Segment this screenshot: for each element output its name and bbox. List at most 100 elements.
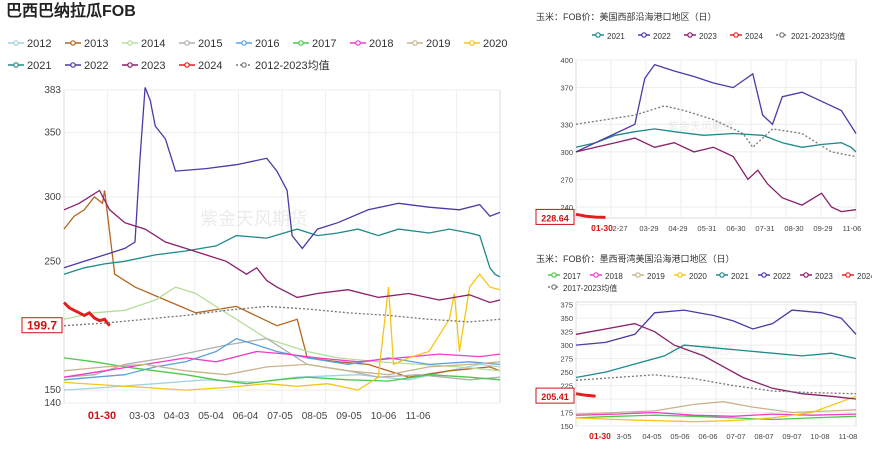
y-tick-label: 225 [560, 382, 573, 391]
y-tick-label: 175 [560, 409, 573, 418]
series-line-avg [575, 374, 857, 395]
x-tick-label: 05-06 [670, 432, 689, 441]
current-value-label: 228.64 [541, 213, 569, 223]
x-tick-label: 10-08 [810, 432, 829, 441]
series-line-2021 [575, 344, 857, 379]
legend-label-2024: 2024 [857, 272, 872, 281]
legend-label-2014: 2014 [141, 38, 165, 50]
legend-label-2021: 2021 [607, 32, 625, 41]
y-tick-label: 300 [560, 341, 573, 350]
y-tick-label: 140 [44, 398, 61, 409]
series-line-2023 [63, 189, 501, 304]
y-tick-label: 250 [560, 368, 573, 377]
legend-item-avg: 2017-2023均值 [548, 283, 617, 293]
series-line-2012 [63, 363, 501, 391]
x-tick-label: 11-08 [839, 432, 858, 441]
legend-label-2023: 2023 [699, 32, 717, 41]
x-tick-label: 04-03 [164, 411, 190, 422]
legend-item-2019: 2019 [632, 272, 665, 281]
current-value-box [535, 208, 575, 225]
legend-label-2021: 2021 [27, 60, 51, 72]
current-date-label: 01-30 [88, 410, 116, 422]
x-tick-label: 11-06 [406, 411, 431, 422]
legend-label-2023: 2023 [815, 272, 833, 281]
series-line-2015 [63, 337, 501, 381]
legend-item-2023: 2023 [684, 32, 717, 41]
x-tick-label: 06-30 [726, 224, 745, 233]
current-value-label: 199.7 [27, 319, 57, 333]
legend-label-avg: 2012-2023均值 [255, 59, 330, 72]
x-tick-label: 05-31 [697, 224, 716, 233]
legend-label-2018: 2018 [605, 272, 623, 281]
legend-marker-2018 [593, 272, 599, 278]
legend-marker-2020 [677, 272, 683, 278]
legend-marker-2024 [845, 272, 851, 278]
legend-item-2021: 2021 [8, 60, 51, 72]
x-tick-label: 05-04 [198, 411, 224, 422]
legend-marker-2023 [687, 32, 693, 38]
watermark: 紫金天风期货 [668, 119, 734, 133]
y-tick-label: 150 [44, 385, 61, 396]
legend-label-2018: 2018 [369, 38, 393, 50]
series-line-2019 [63, 361, 501, 376]
y-tick-label: 250 [44, 256, 61, 267]
y-tick-label: 370 [560, 84, 573, 93]
y-tick-label: 275 [560, 355, 573, 364]
series-line-2020 [63, 273, 501, 391]
legend-marker-2021 [719, 272, 725, 278]
legend-item-2022: 2022 [638, 32, 671, 41]
watermark: 紫金天风期货 [200, 209, 308, 229]
x-tick-label: 06-06 [698, 432, 717, 441]
legend-marker-avg [241, 62, 247, 68]
legend-marker-2013 [70, 40, 76, 46]
legend-item-2022: 2022 [758, 272, 791, 281]
legend-marker-2024 [184, 62, 190, 68]
legend-item-2024: 2024 [179, 60, 222, 72]
x-tick-label: 04-29 [668, 224, 687, 233]
chart-svg-right-top: 玉米：FOB价：美国西部沿海港口地区（日） 2021 2022 2023 2024 202… [535, 11, 861, 233]
legend-item-2013: 2013 [65, 38, 108, 50]
series-line-2023 [575, 137, 857, 213]
legend-label-2022: 2022 [773, 272, 791, 281]
series-line-2021 [575, 128, 857, 153]
series-line-avg [63, 305, 501, 327]
legend-marker-2022 [641, 32, 647, 38]
legend-label-2016: 2016 [255, 38, 279, 50]
y-tick-label: 350 [44, 128, 61, 139]
series-line-2013 [63, 190, 501, 378]
y-tick-label: 375 [560, 301, 573, 310]
legend-marker-2015 [184, 40, 190, 46]
legend-item-2024: 2024 [842, 272, 872, 281]
legend-marker-2019 [412, 40, 418, 46]
y-tick-label: 300 [560, 148, 573, 157]
legend-label-2019: 2019 [647, 272, 665, 281]
legend-marker-2023 [127, 62, 133, 68]
legend-marker-2021 [13, 62, 19, 68]
series-line-2019 [575, 401, 857, 415]
legend-item-2018: 2018 [350, 38, 393, 50]
legend-item-2020: 2020 [674, 272, 707, 281]
y-tick-label: 270 [560, 175, 573, 184]
series-line-2021 [63, 228, 501, 278]
legend-item-2023: 2023 [122, 60, 165, 72]
chart-title: 玉米：FOB价：墨西哥湾美国沿海港口地区（日） [536, 253, 735, 264]
legend-marker-2014 [127, 40, 133, 46]
legend-label-2024: 2024 [745, 32, 763, 41]
y-tick-label: 383 [44, 85, 61, 96]
series-line-2020 [575, 395, 857, 423]
legend-label-2022: 2022 [84, 60, 108, 72]
x-tick-label: 08-07 [754, 432, 773, 441]
series-line-2024 [62, 301, 111, 327]
x-tick-label: 07-07 [726, 432, 745, 441]
legend-marker-2016 [241, 40, 247, 46]
legend-item-2018: 2018 [590, 272, 623, 281]
legend-label-2022: 2022 [653, 32, 671, 41]
y-tick-label: 330 [560, 120, 573, 129]
legend-label-2019: 2019 [426, 38, 450, 50]
legend-marker-2018 [355, 40, 361, 46]
series-line-2022 [63, 87, 501, 269]
x-tick-label: 10-06 [371, 411, 397, 422]
y-tick-label: 400 [560, 56, 573, 65]
legend-marker-avg [551, 284, 557, 290]
x-tick-label: 09-07 [782, 432, 801, 441]
